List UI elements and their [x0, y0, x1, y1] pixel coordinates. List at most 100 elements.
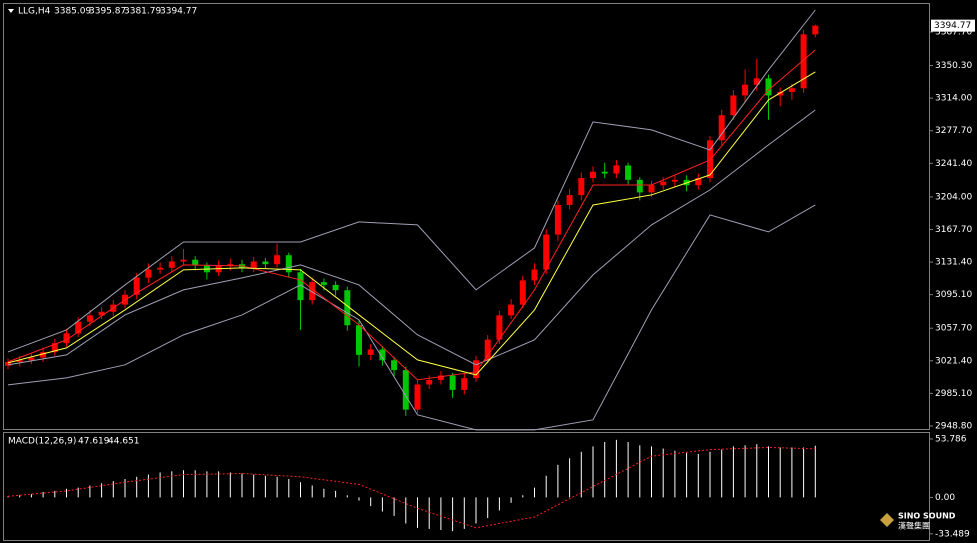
candle-body: [379, 349, 386, 361]
candle-body: [180, 259, 187, 262]
candle-body: [367, 349, 374, 355]
ohlc-low: 3381.79: [124, 7, 161, 17]
macd-panel-frame: [3, 432, 930, 541]
indicator-line: [7, 109, 816, 366]
candle-body: [566, 195, 573, 205]
menu-arrow: [8, 9, 14, 13]
y-tick-label: 3095.10: [935, 290, 972, 300]
y-tick-label: 3131.40: [935, 258, 972, 268]
candle-body: [51, 343, 58, 353]
candle-body: [648, 185, 655, 193]
ohlc-close: 3394.77: [160, 7, 197, 17]
candle-body: [625, 165, 632, 180]
candle-body: [356, 325, 362, 355]
candle-body: [742, 84, 749, 96]
candle-body: [309, 282, 316, 301]
candle-body: [297, 272, 304, 301]
candle-body: [496, 315, 503, 340]
candle-body: [636, 179, 643, 193]
candle-body: [262, 261, 269, 265]
candle-body: [660, 181, 667, 186]
candle-body: [777, 91, 784, 96]
price-label: 3394.77: [934, 21, 971, 31]
candle-body: [718, 115, 725, 141]
candle-body: [250, 261, 257, 268]
y-tick-label: 0.00: [935, 493, 955, 503]
y-tick-label: 3021.40: [935, 356, 972, 366]
candle-body: [320, 282, 327, 285]
candle-body: [133, 277, 140, 295]
candle-body: [274, 255, 281, 265]
candle-body: [484, 339, 491, 361]
candle-body: [157, 267, 164, 270]
candle-body: [601, 171, 608, 174]
candle-body: [75, 321, 82, 334]
candle-body: [543, 234, 550, 270]
candle-body: [437, 375, 444, 381]
candle-body: [63, 333, 70, 344]
candle-body: [86, 315, 93, 322]
candle-body: [16, 360, 23, 363]
indicator-line: [7, 49, 816, 381]
y-tick-label: 3350.30: [935, 61, 972, 71]
candle-body: [192, 259, 199, 266]
y-tick-label: -33.489: [935, 529, 970, 539]
price-label-box: [931, 19, 975, 32]
candle-body: [344, 290, 351, 326]
candle-body: [812, 25, 819, 35]
candle-body: [730, 95, 737, 116]
macd-value: 47.619: [78, 437, 110, 447]
candle-body: [168, 261, 175, 268]
logo-icon: [880, 513, 894, 527]
candle-body: [788, 88, 795, 92]
y-tick-label: 2948.80: [935, 421, 972, 431]
candle-body: [508, 304, 515, 316]
signal-line: [7, 446, 816, 529]
price-panel-frame: [3, 3, 930, 430]
y-tick-label: 3241.40: [935, 159, 972, 169]
logo-subtitle: 漢聲集團: [898, 521, 930, 531]
logo-brand: SINO SOUND: [898, 512, 956, 521]
signal-value: 44.651: [108, 437, 140, 447]
candle-body: [98, 311, 105, 316]
candle-body: [671, 179, 678, 182]
candle-body: [519, 280, 526, 305]
y-tick-label: 3167.70: [935, 225, 972, 235]
candle-body: [800, 34, 807, 89]
logo: SINO SOUND 漢聲集團: [880, 512, 956, 531]
candle-body: [461, 378, 468, 390]
indicator-line: [7, 204, 816, 431]
symbol: LLG,H4: [18, 7, 51, 17]
y-tick-label: 3277.70: [935, 126, 972, 136]
ohlc-high: 3395.87: [89, 7, 126, 17]
candle-body: [695, 178, 702, 186]
candle-body: [590, 171, 596, 179]
candle-body: [473, 360, 479, 379]
candle-body: [531, 269, 538, 281]
candle-body: [613, 165, 620, 174]
y-tick-label: 3057.70: [935, 324, 972, 334]
candle-body: [414, 384, 421, 410]
candle-body: [28, 357, 35, 361]
candle-body: [765, 78, 772, 96]
y-tick-label: 2985.10: [935, 389, 972, 399]
candle-body: [402, 370, 409, 410]
macd-title: MACD(12,26,9): [8, 437, 76, 447]
candle-body: [554, 204, 561, 235]
candle-body: [449, 375, 456, 390]
y-tick-label: 53.786: [935, 434, 967, 444]
y-tick-label: 3314.00: [935, 94, 972, 104]
indicator-line: [7, 9, 816, 353]
candle-body: [426, 380, 433, 385]
candle-body: [578, 178, 585, 196]
candle-body: [332, 284, 339, 291]
candle-body: [227, 264, 234, 267]
y-tick-label: 3387.70: [935, 27, 972, 37]
candle-body: [285, 255, 292, 273]
candle-body: [753, 78, 760, 85]
candle-body: [391, 360, 398, 371]
candle-body: [5, 362, 11, 366]
